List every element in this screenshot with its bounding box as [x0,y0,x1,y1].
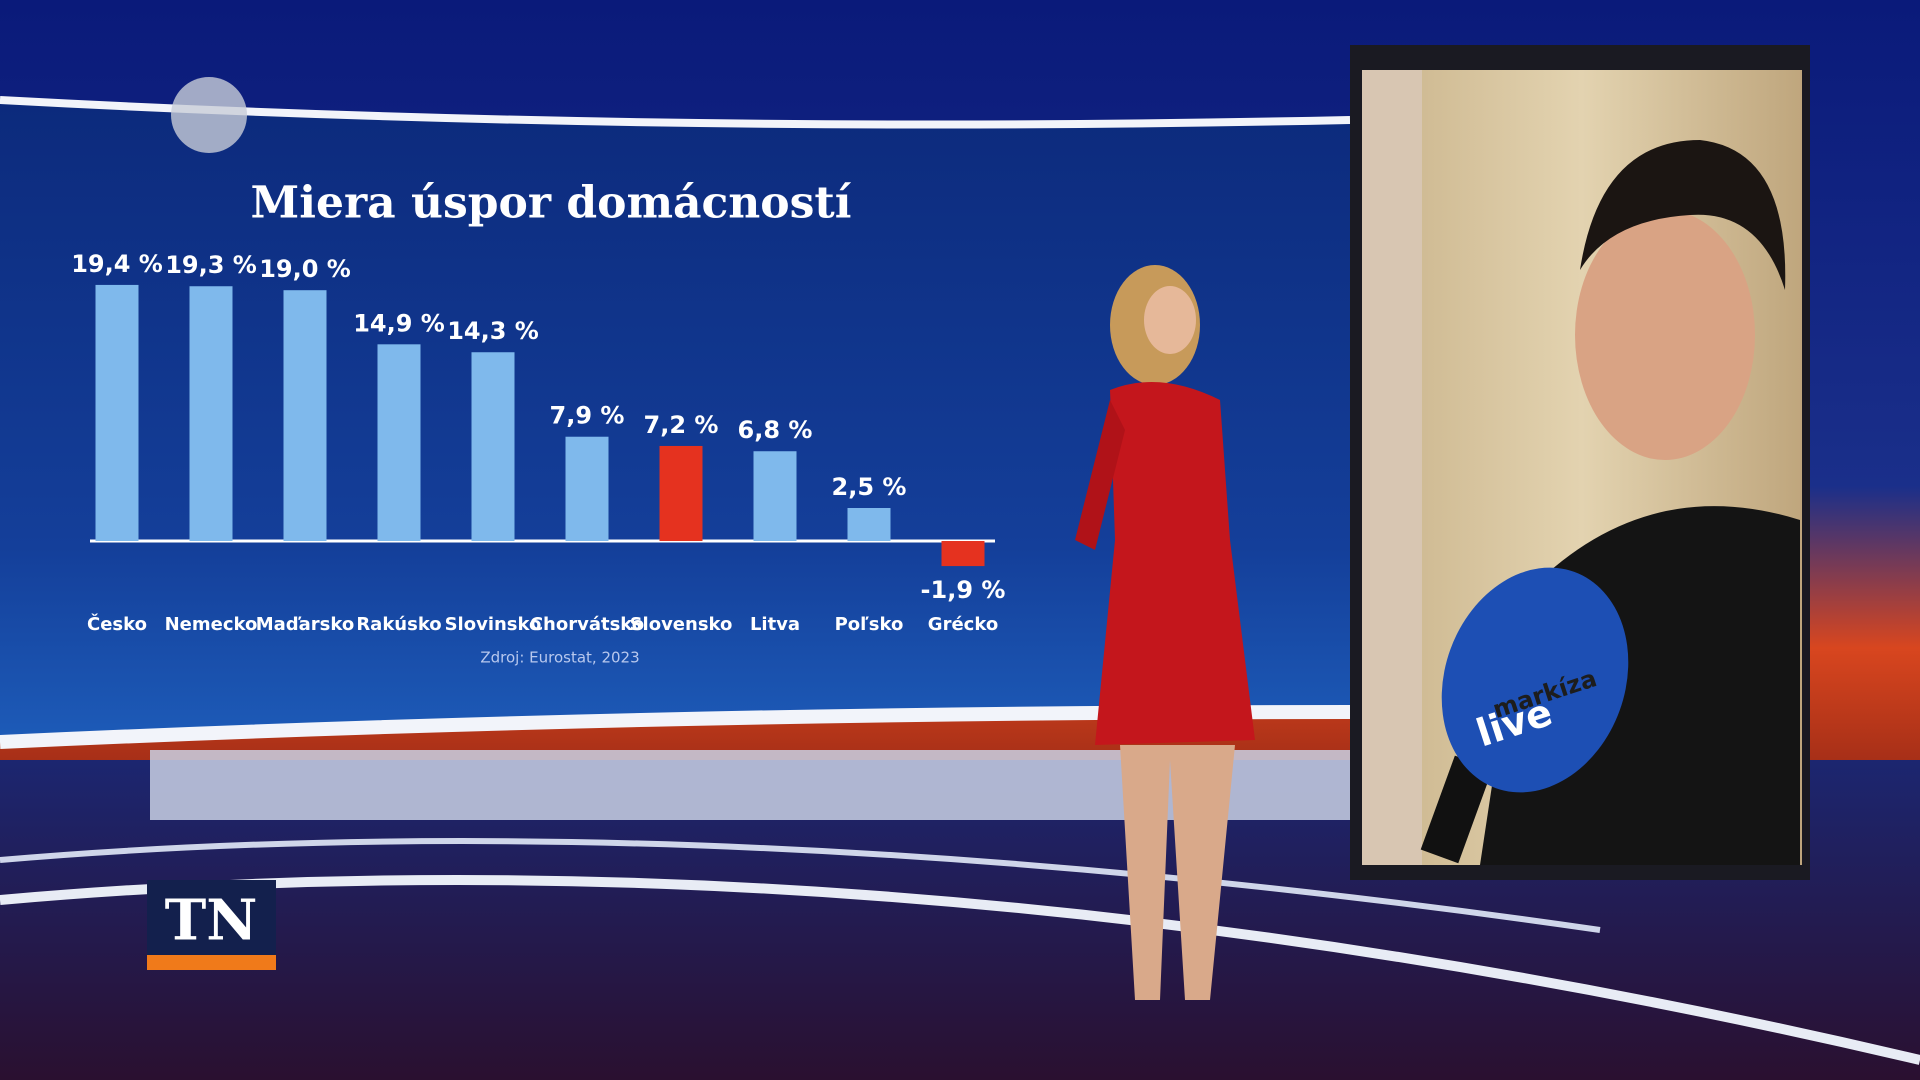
channel-bug [171,77,247,153]
value-label: 6,8 % [738,416,813,444]
value-label: 7,2 % [644,411,719,439]
category-label: Slovensko [630,614,733,635]
bar [847,508,891,541]
logo: TN [165,888,258,954]
chart-panel [0,100,1350,740]
category-label: Rakúsko [356,614,441,635]
value-label: 19,4 % [71,250,163,278]
category-label: Slovinsko [445,614,542,635]
bar [189,286,233,541]
banknotes [1362,70,1422,865]
presenter [1075,265,1255,1000]
category-label: Maďarsko [256,614,355,635]
value-label: 7,9 % [550,402,625,430]
value-label: 19,0 % [259,255,351,283]
floor-ring [0,875,1920,1065]
chart-title: Miera úspor domácností [251,178,852,229]
category-label: Česko [87,613,147,635]
bar [283,290,327,541]
bar [659,445,703,541]
category-label: Chorvátsko [530,614,644,635]
value-label: 19,3 % [165,251,257,279]
value-label: -1,9 % [921,576,1006,604]
bar-chart: 19,4 % Česko 19,3 % Nemecko 19,0 % Maďarsko 14… [71,250,1005,635]
value-label: 14,9 % [353,309,445,337]
category-label: Poľsko [835,614,904,635]
bar [95,284,139,541]
microphone: markíza live [1420,567,1629,864]
bar [753,451,797,541]
category-label: Nemecko [165,614,258,635]
bar [377,344,421,541]
category-label: Grécko [928,614,998,635]
bar [941,541,985,567]
value-label: 14,3 % [447,317,539,345]
source-note: Zdroj: Eurostat, 2023 [480,649,639,667]
category-label: Litva [750,614,800,635]
logo-stripe [147,955,276,970]
bar [471,352,515,541]
floor-ring [0,838,1601,933]
bar [565,436,609,541]
desk-band [150,750,1350,820]
value-label: 2,5 % [832,473,907,501]
